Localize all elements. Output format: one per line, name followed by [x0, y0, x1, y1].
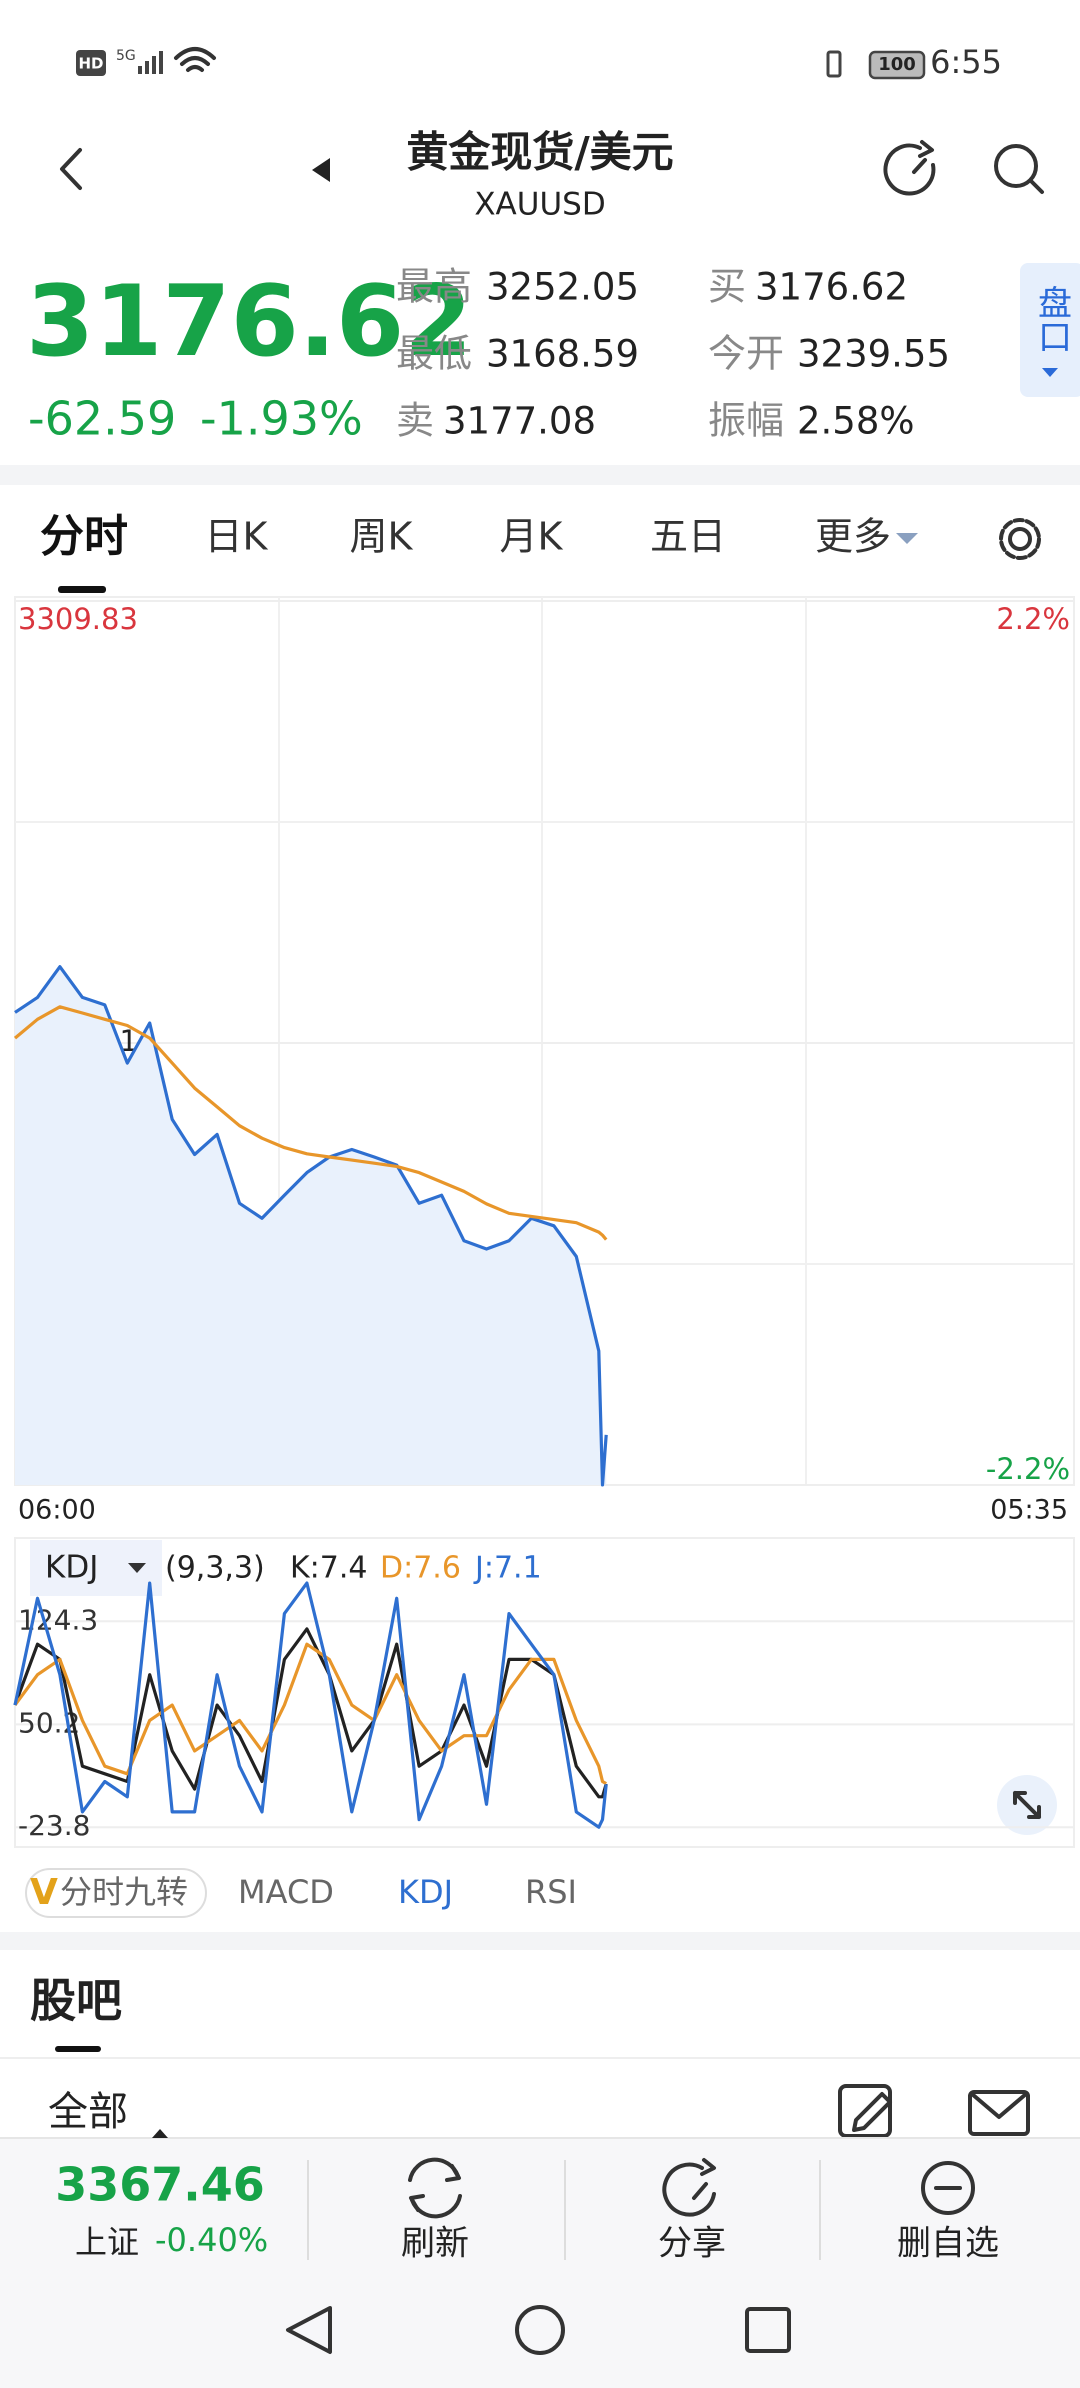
indicator-tab[interactable]: 分时九转 — [60, 1873, 188, 1911]
signal — [138, 51, 163, 74]
legend-entry: J:7.1 — [473, 1551, 542, 1586]
clock: 6:55 — [930, 43, 1002, 81]
indicator-params: (9,3,3) — [165, 1551, 265, 1586]
stat-label: 卖 — [396, 399, 434, 443]
back-button[interactable] — [60, 148, 82, 190]
indicator-frame — [14, 1537, 1075, 1848]
separator — [0, 1932, 1080, 1950]
bar-dividers — [307, 2160, 821, 2260]
battery — [868, 50, 926, 80]
bottom-bar — [0, 2138, 1080, 2388]
series-line — [13, 1642, 607, 1785]
index-change: -0.40% — [155, 2221, 268, 2259]
x-tick-label: 05:35 — [990, 1495, 1068, 1526]
stat-label: 买 — [708, 265, 746, 309]
tab-active[interactable]: 分时 — [40, 511, 128, 562]
change: -62.59 — [28, 392, 176, 446]
index-name: 上证 — [75, 2223, 139, 2261]
refresh-action-icon[interactable] — [408, 2157, 462, 2219]
series-line — [13, 1581, 608, 1829]
y-tick-label: -23.8 — [18, 1809, 90, 1842]
stat-value: 3252.05 — [486, 266, 639, 309]
nav-back[interactable] — [286, 2306, 332, 2354]
price-area — [15, 966, 607, 1485]
tab[interactable]: 月K — [500, 515, 564, 559]
wifi — [174, 47, 216, 72]
change-pct: -1.93% — [200, 392, 363, 446]
hd-badge — [76, 50, 106, 76]
title: 黄金现货/美元 — [406, 128, 673, 177]
battery-level: 100 — [878, 54, 916, 75]
prev-button[interactable] — [312, 158, 330, 182]
mail-icon[interactable] — [968, 2090, 1030, 2136]
tab[interactable]: 五日 — [650, 515, 726, 559]
price: 3176.62 — [26, 265, 472, 379]
depth-button[interactable]: 盘口 — [1020, 263, 1080, 397]
separator — [0, 465, 1080, 485]
tab[interactable]: 日K — [205, 515, 269, 559]
edit-icon[interactable] — [838, 2084, 892, 2138]
stat-label: 振幅 — [708, 399, 784, 443]
stat-value: 3168.59 — [486, 333, 639, 376]
indicator-tab[interactable]: MACD — [238, 1873, 334, 1911]
indicator-tab-active[interactable]: KDJ — [398, 1873, 453, 1911]
forum-filter[interactable]: 全部 — [48, 2089, 128, 2135]
action-label[interactable]: 分享 — [658, 2224, 726, 2264]
stat-value: 2.58% — [797, 400, 915, 443]
bar-arrow — [152, 2129, 168, 2138]
forum-underline — [55, 2046, 101, 2052]
action-label[interactable]: 删自选 — [897, 2224, 999, 2264]
y2-tick-label: 2.2% — [996, 602, 1070, 636]
share-action-icon[interactable] — [662, 2158, 716, 2217]
legend-entry: K:7.4 — [290, 1551, 368, 1586]
legend-entry: D:7.6 — [380, 1551, 461, 1586]
expand-button[interactable] — [997, 1775, 1057, 1835]
jiuzhuan-pill[interactable] — [25, 1868, 207, 1918]
indicator-tab[interactable]: RSI — [525, 1873, 577, 1911]
nav-home[interactable] — [515, 2305, 565, 2355]
vibrate — [826, 50, 842, 78]
nav-recents[interactable] — [745, 2307, 791, 2353]
v-logo: V — [30, 1872, 58, 1913]
action-label[interactable]: 刷新 — [401, 2224, 469, 2264]
stat-value: 3239.55 — [797, 333, 950, 376]
stat-value: 3176.62 — [755, 266, 908, 309]
series-line — [13, 1005, 608, 1241]
y2-tick-label: -2.2% — [986, 1452, 1070, 1486]
indicator-name: KDJ — [45, 1550, 98, 1586]
stat-label: 今开 — [708, 332, 784, 376]
forum-title: 股吧 — [30, 1974, 122, 2028]
series-line — [13, 1627, 608, 1799]
tab[interactable]: 周K — [350, 515, 414, 559]
network: 5G — [116, 48, 136, 64]
search-icon[interactable] — [994, 144, 1044, 194]
tab-underline — [58, 586, 106, 593]
indicator-arrow — [128, 1563, 146, 1573]
tab[interactable]: 更多 — [815, 515, 891, 559]
depth-label: 盘口 — [1032, 285, 1072, 353]
stat-value: 3177.08 — [443, 400, 596, 443]
refresh-icon[interactable] — [883, 140, 936, 196]
y-tick-label: 3309.83 — [18, 602, 138, 636]
hd: HD — [78, 55, 103, 73]
symbol: XAUUSD — [474, 187, 605, 223]
stat-label: 最低 — [396, 332, 472, 376]
stat-label: 最高 — [396, 265, 472, 309]
more-arrow — [896, 533, 918, 544]
x-tick-label: 06:00 — [18, 1495, 96, 1526]
remove-action-icon[interactable] — [921, 2161, 975, 2215]
settings-icon[interactable] — [999, 518, 1041, 560]
index-value[interactable]: 3367.46 — [55, 2158, 265, 2212]
